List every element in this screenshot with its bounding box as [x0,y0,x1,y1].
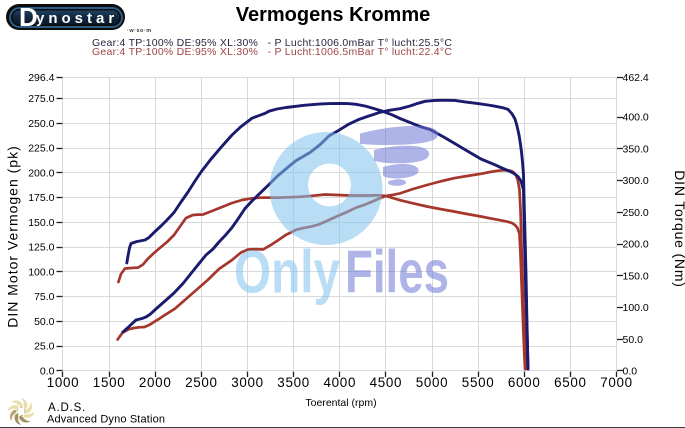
svg-text:250.0: 250.0 [623,207,649,219]
svg-text:Advanced Dyno Station: Advanced Dyno Station [47,414,165,426]
svg-text:175.0: 175.0 [28,192,54,204]
svg-text:5500: 5500 [462,375,495,390]
svg-text:25.0: 25.0 [34,341,55,353]
svg-text:4000: 4000 [324,375,357,390]
svg-text:DIN Motor Vermogen (pk): DIN Motor Vermogen (pk) [5,145,21,328]
svg-text:50.0: 50.0 [623,334,644,346]
svg-text:0.0: 0.0 [623,366,638,378]
svg-text:1500: 1500 [93,375,126,390]
svg-text:150.0: 150.0 [28,217,54,229]
svg-text:75.0: 75.0 [34,291,55,303]
svg-text:1000: 1000 [47,375,80,390]
svg-text:4500: 4500 [370,375,403,390]
svg-text:Toerental (rpm): Toerental (rpm) [305,397,376,409]
svg-text:3000: 3000 [231,375,264,390]
svg-text:7000: 7000 [600,375,633,390]
svg-text:6000: 6000 [508,375,541,390]
svg-text:2000: 2000 [139,375,172,390]
svg-text:A.D.S.: A.D.S. [48,402,86,414]
svg-text:0.0: 0.0 [40,366,55,378]
svg-text:125.0: 125.0 [28,242,54,254]
svg-text:DIN Torque (Nm): DIN Torque (Nm) [672,170,685,288]
svg-text:150.0: 150.0 [623,270,649,282]
svg-text:200.0: 200.0 [623,239,649,251]
svg-text:100.0: 100.0 [623,302,649,314]
svg-text:50.0: 50.0 [34,316,55,328]
svg-text:300.0: 300.0 [623,175,649,187]
svg-text:100.0: 100.0 [28,267,54,279]
svg-text:Only: Only [234,238,340,306]
svg-text:6500: 6500 [554,375,587,390]
svg-text:2500: 2500 [185,375,218,390]
svg-text:275.0: 275.0 [28,93,54,105]
svg-text:400.0: 400.0 [623,112,649,124]
svg-text:200.0: 200.0 [28,168,54,180]
svg-text:Files: Files [345,238,449,306]
svg-text:5000: 5000 [416,375,449,390]
svg-text:3500: 3500 [277,375,310,390]
svg-text:225.0: 225.0 [28,143,54,155]
svg-text:350.0: 350.0 [623,143,649,155]
svg-text:250.0: 250.0 [28,118,54,130]
svg-text:296.4: 296.4 [28,72,54,84]
svg-text:462.4: 462.4 [623,72,649,84]
